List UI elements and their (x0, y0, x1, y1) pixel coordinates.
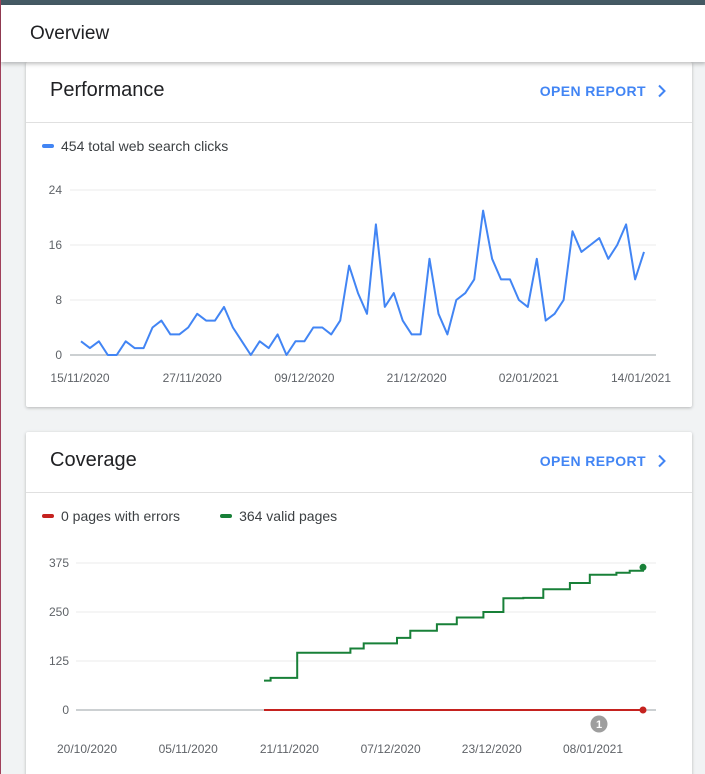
legend-item-valid[interactable]: 364 valid pages (220, 508, 337, 524)
y-tick-label: 0 (55, 348, 62, 362)
x-tick-label: 02/01/2021 (499, 371, 559, 385)
performance-open-report-button[interactable]: OPEN REPORT (540, 83, 668, 99)
x-tick-label: 07/12/2020 (361, 742, 421, 756)
clicks-series-line (80, 209, 645, 356)
performance-card-header: Performance OPEN REPORT (26, 62, 692, 123)
coverage-card: Coverage OPEN REPORT 0 pages with errors… (26, 432, 692, 774)
legend-item-clicks[interactable]: 454 total web search clicks (42, 138, 228, 154)
errors-series-endpoint (639, 706, 647, 714)
x-tick-label: 05/11/2020 (159, 742, 218, 756)
x-tick-label: 23/12/2020 (462, 742, 522, 756)
open-report-label: OPEN REPORT (539, 453, 646, 469)
legend-label-valid: 364 valid pages (239, 508, 338, 524)
x-tick-label: 09/12/2020 (274, 371, 334, 385)
coverage-title: Coverage (50, 449, 137, 471)
performance-legend: 454 total web search clicks (42, 138, 268, 154)
performance-card: Performance OPEN REPORT 454 total web se… (26, 62, 692, 407)
x-tick-label: 27/11/2020 (163, 371, 222, 385)
legend-swatch-clicks (42, 144, 54, 148)
y-tick-label: 8 (55, 293, 62, 307)
open-report-label: OPEN REPORT (539, 83, 646, 99)
coverage-open-report-button[interactable]: OPEN REPORT (540, 453, 668, 469)
page-header: Overview (1, 5, 705, 62)
y-tick-label: 24 (49, 183, 63, 197)
performance-title: Performance (50, 79, 165, 101)
legend-label-clicks: 454 total web search clicks (61, 138, 229, 154)
legend-item-errors[interactable]: 0 pages with errors (42, 508, 180, 524)
chevron-right-icon (658, 454, 666, 468)
x-tick-label: 21/11/2020 (260, 742, 319, 756)
valid-series-endpoint (639, 563, 647, 571)
coverage-chart: 0 125 250 375 1 20/10/2020 05/11/2020 21/11/202… (49, 556, 656, 756)
y-tick-label: 375 (49, 556, 69, 570)
x-tick-label: 14/01/2021 (611, 371, 671, 385)
x-tick-label: 08/01/2021 (563, 742, 623, 756)
legend-label-errors: 0 pages with errors (61, 508, 181, 524)
x-tick-label: 20/10/2020 (57, 742, 117, 756)
legend-swatch-errors (42, 514, 54, 518)
y-tick-label: 16 (49, 238, 63, 252)
performance-chart: 0 8 16 24 15/11/2020 27/11/2020 09/12/2020 21/1… (49, 183, 672, 385)
annotation-label: 1 (596, 719, 602, 731)
page-title: Overview (30, 23, 110, 44)
valid-series-line (264, 567, 644, 682)
y-tick-label: 250 (49, 605, 69, 619)
legend-swatch-valid (220, 514, 233, 518)
top-color-bar (1, 0, 705, 5)
y-tick-label: 125 (49, 654, 69, 668)
y-tick-label: 0 (62, 703, 69, 717)
chevron-right-icon (658, 84, 666, 98)
x-tick-label: 15/11/2020 (50, 371, 109, 385)
x-tick-label: 21/12/2020 (387, 371, 447, 385)
coverage-legend: 0 pages with errors 364 valid pages (42, 508, 377, 524)
annotation-marker (590, 715, 608, 733)
coverage-card-header: Coverage OPEN REPORT (26, 432, 692, 493)
